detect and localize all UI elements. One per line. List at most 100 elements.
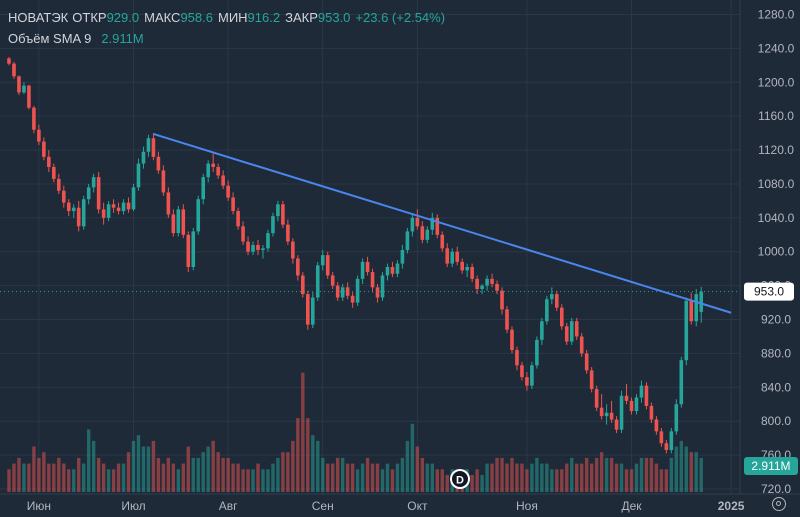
candle — [380, 272, 385, 301]
volume-bar — [82, 463, 86, 492]
candle-body — [191, 231, 196, 267]
candle-body — [510, 329, 514, 351]
candle-body — [475, 278, 479, 290]
time-axis: Июн Июл Авг Сен Окт Ноя Дек 2025 — [27, 499, 745, 513]
low-value: 916.2 — [247, 10, 281, 25]
candle-body — [216, 167, 220, 176]
volume-bar — [57, 457, 61, 492]
price-tick-label: 1120.0 — [758, 143, 794, 157]
candle-body — [231, 197, 235, 212]
candle — [47, 150, 51, 173]
volume-bar — [166, 457, 171, 492]
candle — [480, 283, 484, 295]
volume-bar — [629, 469, 634, 492]
chart-settings-icon[interactable] — [772, 497, 786, 511]
volume-bar — [540, 463, 544, 492]
candle-body — [350, 295, 355, 303]
price-tick-label: 1080.0 — [758, 177, 795, 191]
volume-bar — [594, 457, 599, 492]
candle — [435, 214, 440, 239]
candle-body — [370, 272, 375, 288]
candle-body — [261, 248, 265, 251]
volume-bar — [614, 463, 619, 492]
candle-body — [460, 261, 464, 271]
time-tick-label: Авг — [219, 499, 238, 513]
candle-body — [241, 226, 245, 242]
volume-bar — [525, 469, 529, 492]
candle-body — [201, 177, 206, 200]
candle — [315, 261, 320, 301]
candle — [166, 187, 171, 218]
candle-body — [594, 389, 599, 408]
svg-text:953.0: 953.0 — [754, 285, 784, 299]
volume-bar — [345, 463, 350, 492]
time-tick-label: Июл — [121, 499, 145, 513]
tradingview-logo-icon[interactable]: D — [450, 469, 470, 489]
candle — [515, 346, 519, 371]
trend-line[interactable] — [153, 132, 732, 314]
price-tick-label: 1000.0 — [758, 245, 795, 259]
candle-body — [116, 207, 121, 212]
volume-bar — [211, 440, 215, 492]
candle — [211, 153, 215, 173]
volume-indicator-value: 2.911M — [101, 31, 144, 46]
candle-body — [12, 63, 16, 77]
candle — [440, 231, 445, 252]
candle — [679, 356, 684, 408]
candle-body — [22, 85, 26, 93]
candle-body — [151, 138, 156, 157]
volume-bar — [37, 457, 41, 492]
candle — [306, 290, 310, 330]
open-label: ОТКР — [72, 10, 107, 25]
volume-bar — [151, 440, 156, 492]
price-tick-label: 920.0 — [761, 313, 791, 327]
volume-bar — [425, 463, 430, 492]
candle — [370, 268, 375, 293]
volume-bar — [201, 452, 205, 492]
volume-bar — [584, 457, 589, 492]
candle — [17, 75, 21, 95]
candle — [375, 283, 380, 303]
candle-body — [325, 255, 330, 276]
candlesticks — [7, 56, 704, 454]
candle — [355, 275, 360, 306]
volume-bar — [664, 469, 669, 492]
candle — [146, 134, 151, 157]
time-tick-label: Дек — [621, 499, 642, 513]
volume-bar — [580, 463, 584, 492]
volume-bar — [306, 418, 310, 492]
volume-bar — [500, 457, 504, 492]
candle-body — [291, 241, 295, 259]
time-tick-label: Сен — [312, 499, 334, 513]
volume-bar — [131, 440, 136, 492]
volume-bar — [435, 469, 439, 492]
candle-body — [246, 241, 250, 252]
candle-body — [634, 397, 639, 412]
svg-text:D: D — [456, 475, 464, 487]
volume-bar — [141, 446, 146, 492]
candle — [559, 304, 564, 330]
candle — [340, 283, 345, 301]
candle-body — [315, 265, 320, 298]
candle-body — [76, 207, 81, 227]
candle-body — [485, 278, 489, 286]
candle-body — [420, 226, 425, 240]
volume-bar — [520, 463, 524, 492]
candle-body — [395, 263, 400, 274]
candle-body — [310, 297, 315, 325]
volume-bar — [266, 469, 270, 492]
candle-body — [530, 365, 534, 386]
volume-bar — [181, 463, 185, 492]
candle — [510, 326, 514, 354]
candle-body — [515, 350, 519, 366]
candle-body — [256, 244, 260, 251]
candle-body — [649, 405, 654, 420]
volume-bar — [684, 446, 688, 492]
volume-bar — [281, 452, 285, 492]
candle — [689, 292, 694, 325]
candle-body — [654, 419, 659, 432]
candle-body — [106, 204, 111, 218]
candle — [450, 248, 455, 267]
volume-bar — [331, 463, 335, 492]
